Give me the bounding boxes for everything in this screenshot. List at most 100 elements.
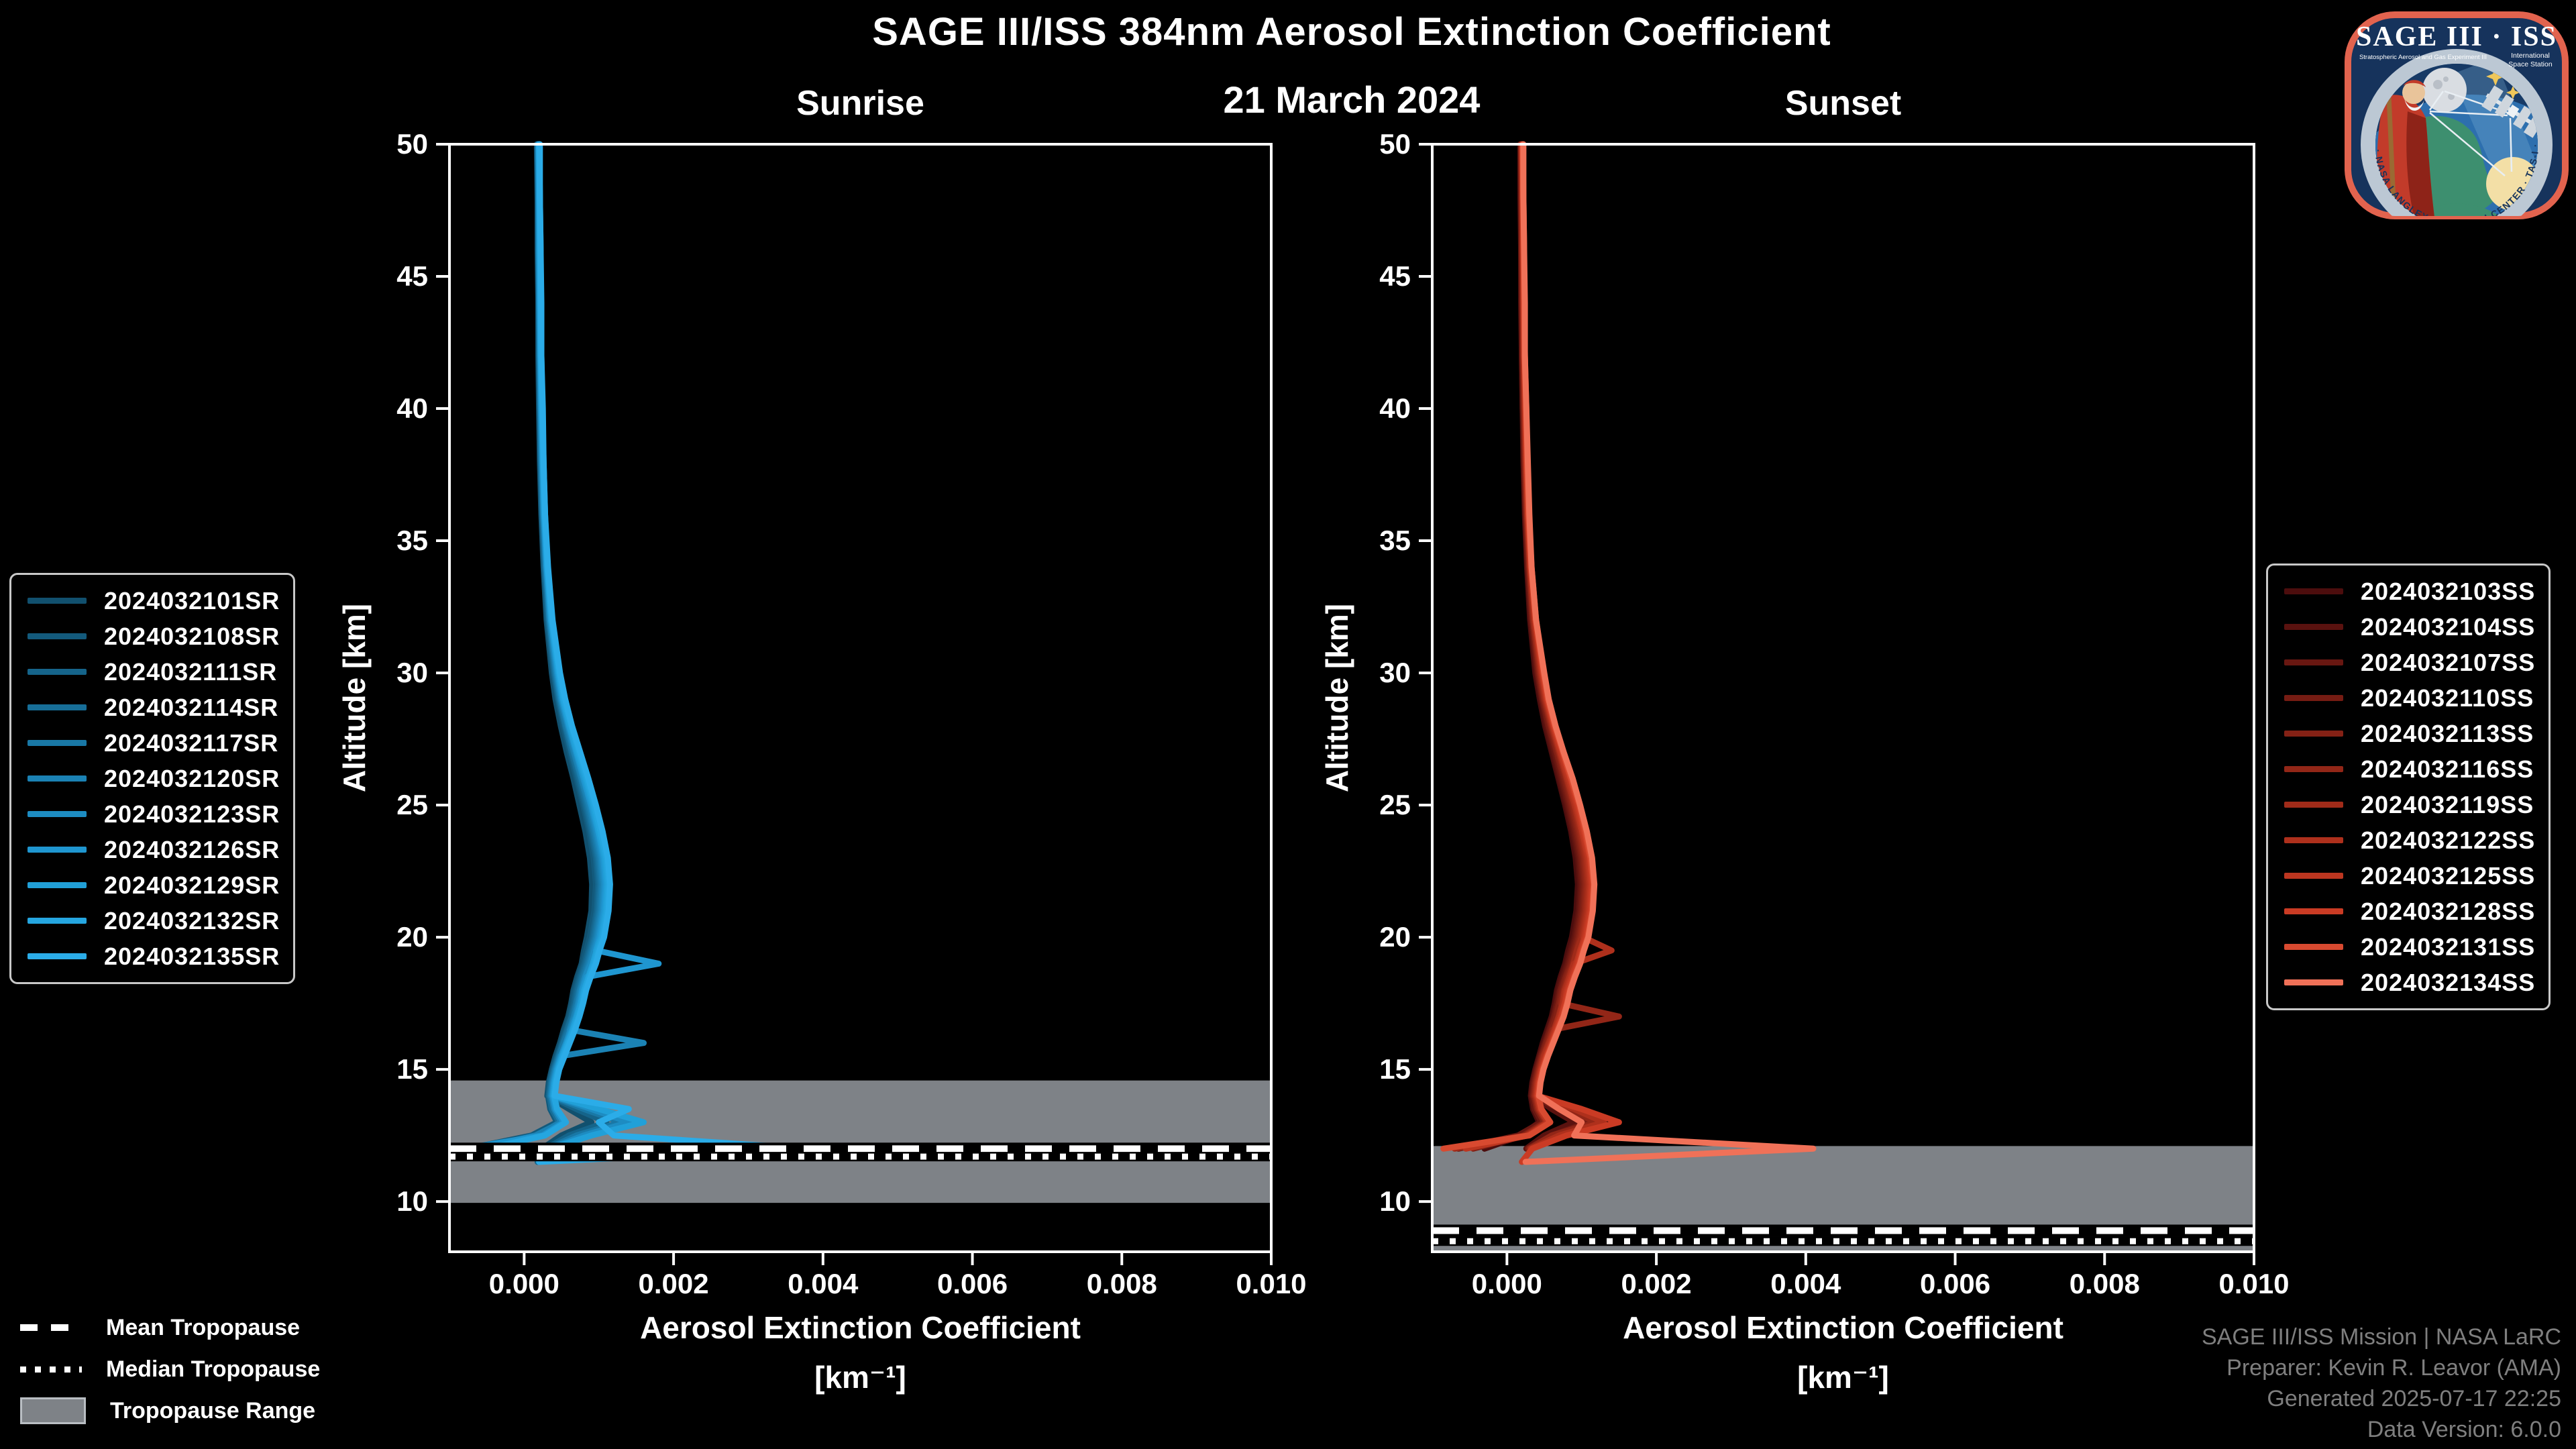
legend-label: 2024032114SR [104,693,279,721]
legend-item: 2024032128SS [2277,894,2539,929]
x-tick-label: 0.002 [639,1268,709,1299]
legend-line-sample [28,918,87,924]
footer-mission-line: SAGE III/ISS Mission | NASA LaRC [2201,1324,2561,1350]
legend-item: 2024032122SS [2277,822,2539,858]
legend-item: 2024032116SS [2277,751,2539,787]
x-tick-label: 0.006 [937,1268,1008,1299]
logo-subtitle-right-2: Space Station [2508,60,2553,68]
sunset-plot: 0.000 0.002 0.004 0.006 0.008 0.010 10 15 20 25 30… [1320,128,2290,1299]
legend-item: 2024032129SR [21,867,284,903]
legend-item: 2024032113SS [2277,716,2539,751]
x-tick-label: 0.010 [2218,1268,2289,1299]
legend-label: 2024032126SR [104,835,280,863]
legend-label: Tropopause Range [110,1397,316,1424]
sage-iss-mission-logo: BALL · NASA LANGLEY RESEARCH CENTER · TA… [2345,11,2569,219]
logo-iss-icon [2481,85,2538,138]
legend-line-sample [2284,908,2343,914]
legend-item-tropopause-range: Tropopause Range [20,1390,320,1432]
legend-item: 2024032117SR [21,725,284,761]
legend-item: 2024032132SR [21,903,284,938]
tropopause-legend: Mean Tropopause Median Tropopause Tropop… [20,1307,320,1432]
legend-label: Mean Tropopause [106,1314,301,1340]
x-tick-label: 0.008 [1087,1268,1157,1299]
footer-credits: SAGE III/ISS Mission | NASA LaRC Prepare… [2202,1322,2561,1445]
y-tick-label: 25 [1379,789,1411,820]
legend-label: 2024032132SR [104,906,280,934]
legend-line-sample [2284,588,2343,594]
legend-label: 2024032131SS [2361,932,2536,961]
footer-generated-line: Generated 2025-07-17 22:25 [2267,1386,2561,1411]
y-tick-label: 15 [1379,1053,1411,1085]
legend-line-sample [2284,837,2343,843]
legend-line-sample [28,953,87,959]
x-tick-label: 0.004 [788,1268,859,1299]
legend-item: 2024032135SR [21,938,284,974]
legend-label: 2024032108SR [104,622,280,650]
legend-line-sample [28,882,87,888]
legend-item: 2024032108SR [21,619,284,654]
legend-line-sample [2284,731,2343,737]
data-series-line [536,141,811,1165]
footer-preparer-line: Preparer: Kevin R. Leavor (AMA) [2226,1355,2561,1381]
legend-item: 2024032126SR [21,832,284,867]
legend-line-sample [2284,802,2343,808]
legend-line-sample [2284,766,2343,772]
x-tick-label: 0.008 [2070,1268,2140,1299]
date-title: 21 March 2024 [1223,78,1481,121]
legend-label: 2024032101SR [104,586,280,614]
legend-item: 2024032103SS [2277,574,2539,609]
y-tick-label: 35 [396,525,428,556]
legend-item-mean-tropopause: Mean Tropopause [20,1307,320,1348]
legend-item: 2024032110SS [2277,680,2539,716]
y-tick-label: 35 [1379,525,1411,556]
legend-item: 2024032131SS [2277,929,2539,965]
legend-item: 2024032104SS [2277,609,2539,645]
y-axis-label: Altitude [km] [1320,604,1354,792]
sunset-xaxis-unit: [km⁻¹] [1797,1360,1889,1395]
legend-label: 2024032116SS [2361,755,2534,783]
sunset-panel-title: Sunset [1784,84,1902,123]
legend-label: 2024032120SR [104,764,280,792]
legend-item: 2024032134SS [2277,965,2539,1000]
legend-item: 2024032107SS [2277,645,2539,680]
data-series-line [1462,141,1594,1152]
gray-patch-icon [20,1397,86,1424]
sunrise-xaxis-unit: [km⁻¹] [814,1360,906,1395]
logo-subtitle-right-1: International [2511,52,2550,60]
logo-scene [2375,64,2538,216]
footer-version-line: Data Version: 6.0.0 [2367,1417,2561,1442]
legend-item: 2024032111SR [21,654,284,690]
data-series-line [461,141,662,1152]
sunrise-plot: 0.000 0.002 0.004 0.006 0.008 0.010 10 15 20 25 30… [337,128,1307,1299]
legend-label: 2024032128SS [2361,897,2536,925]
x-tick-label: 0.010 [1236,1268,1306,1299]
legend-line-sample [28,704,87,710]
legend-item: 2024032120SR [21,761,284,796]
logo-subtitle-left: Stratospheric Aerosol and Gas Experiment… [2359,54,2487,61]
legend-item: 2024032123SR [21,796,284,832]
legend-label: 2024032113SS [2361,719,2534,747]
data-series-line [476,141,647,1152]
dashed-line-icon [20,1324,82,1331]
sunset-legend: 2024032103SS 2024032104SS 2024032107SS 2024… [2266,564,2551,1010]
y-tick-label: 40 [1379,392,1411,424]
y-tick-label: 25 [396,789,428,820]
legend-label: 2024032125SS [2361,861,2536,890]
star-icon [2486,67,2505,86]
y-tick-label: 20 [396,921,428,953]
legend-line-sample [28,740,87,746]
legend-label: 2024032119SS [2361,790,2534,818]
legend-line-sample [28,775,87,782]
logo-title: SAGE III · ISS [2356,21,2557,52]
legend-item: 2024032119SS [2277,787,2539,822]
legend-label: 2024032117SR [104,729,279,757]
legend-item: 2024032101SR [21,583,284,619]
y-tick-label: 10 [396,1185,428,1217]
legend-item-median-tropopause: Median Tropopause [20,1348,320,1390]
axes-frame [448,143,1273,1253]
legend-line-sample [28,598,87,604]
legend-label: 2024032103SS [2361,577,2536,605]
y-tick-label: 15 [396,1053,428,1085]
legend-label: 2024032110SS [2361,684,2534,712]
